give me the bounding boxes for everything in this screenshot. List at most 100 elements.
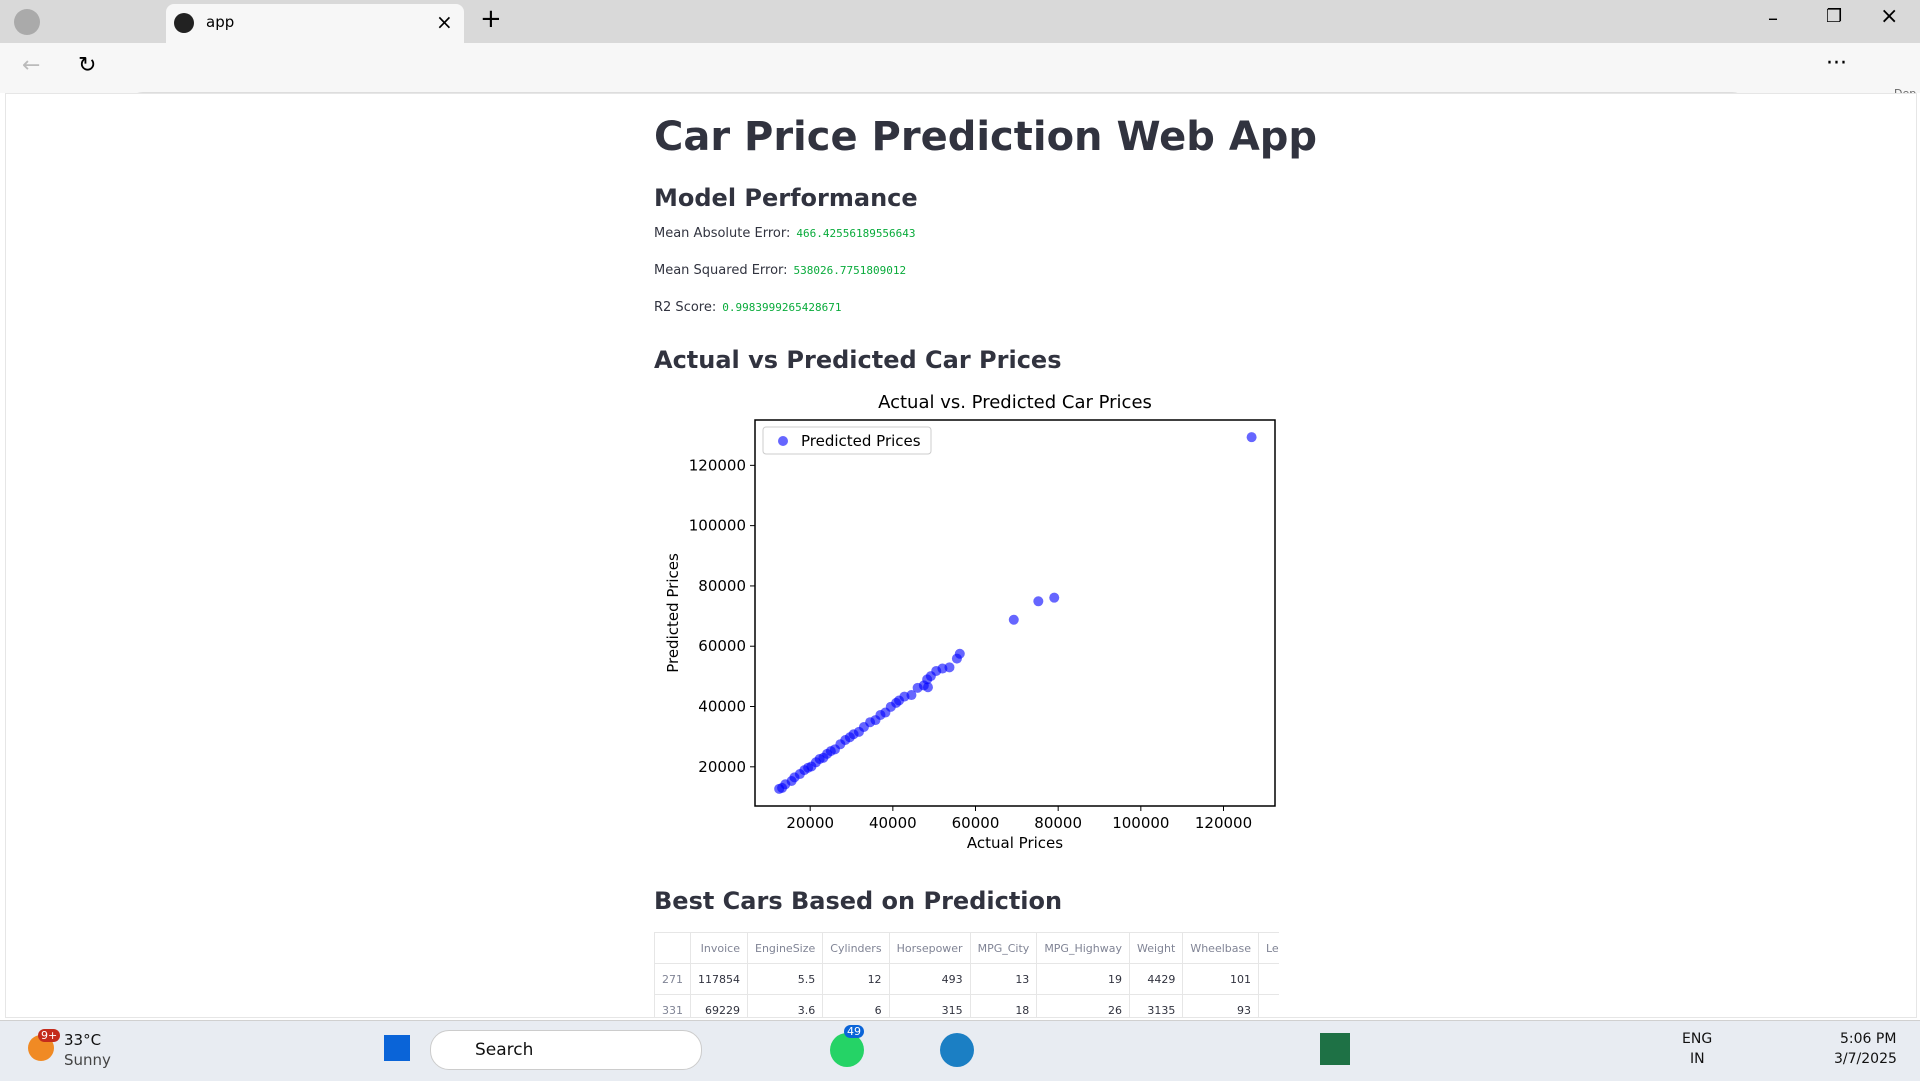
search-box[interactable]: Search xyxy=(430,1030,702,1070)
weather: Sunny xyxy=(64,1051,111,1069)
region: IN xyxy=(1690,1051,1705,1067)
index-header xyxy=(654,932,691,964)
reload[interactable]: ↻ xyxy=(78,53,97,78)
x-tick-label: 80000 xyxy=(1034,814,1082,832)
column-header: Wheelbase xyxy=(1182,932,1259,964)
row-index: 331 xyxy=(654,994,691,1017)
column-header: Invoice xyxy=(690,932,748,964)
cell: 18 xyxy=(969,994,1038,1017)
temperature: 33°C xyxy=(64,1031,102,1049)
cell: 315 xyxy=(888,994,971,1017)
cell: 3.6 xyxy=(746,994,824,1017)
point xyxy=(1033,596,1044,607)
tab-title: app xyxy=(206,13,235,31)
metric-value: 0.9983999265428671 xyxy=(722,301,842,314)
minimize[interactable]: – xyxy=(1768,6,1778,30)
clock: 5:06 PM xyxy=(1840,1031,1897,1047)
x-tick-label: 60000 xyxy=(952,814,1000,832)
column-header: EngineSize xyxy=(746,932,824,964)
point xyxy=(954,648,965,659)
cell: 12 xyxy=(822,963,890,995)
point xyxy=(1049,592,1060,603)
tab-strip: app × + – ❐ × xyxy=(0,0,1920,43)
column-header: Cylinders xyxy=(822,932,890,964)
badge: 9+ xyxy=(38,1029,61,1042)
chart: Actual vs. Predicted Car Prices 20000 4000… xyxy=(664,392,1276,852)
toolbar: ← ↻ ⓘ localhost:8501 ··· Dep xyxy=(0,43,1920,130)
lang: ENG xyxy=(1682,1031,1713,1047)
cell: 3135 xyxy=(1128,994,1184,1017)
x-tick-label: 100000 xyxy=(1112,814,1169,832)
date: 3/7/2025 xyxy=(1834,1051,1897,1067)
legend-marker xyxy=(778,436,788,446)
cell: 6 xyxy=(822,994,890,1017)
plot-frame xyxy=(754,419,1276,807)
point xyxy=(922,682,933,693)
x-tick-label: 20000 xyxy=(786,814,834,832)
new-tab[interactable]: + xyxy=(480,4,502,34)
y-axis-label: Predicted Prices xyxy=(664,553,682,673)
point xyxy=(1246,432,1257,443)
y-tick-label: 40000 xyxy=(698,698,746,716)
cell: 19 xyxy=(1036,963,1130,995)
taskbar: 9+ 33°C Sunny Search 49 ENG IN 5:06 PM 3… xyxy=(0,1020,1920,1081)
legend-label: Predicted Prices xyxy=(801,432,921,450)
y-tick-label: 60000 xyxy=(698,637,746,655)
cell: 93 xyxy=(1182,994,1259,1017)
y-tick-label: 20000 xyxy=(698,758,746,776)
column-header: Horsepower xyxy=(888,932,971,964)
cell: 4429 xyxy=(1128,963,1184,995)
legend-box xyxy=(762,426,932,455)
back[interactable]: ← xyxy=(22,53,41,78)
metric: Mean Absolute Error: 466.42556189556643 xyxy=(654,226,916,241)
cell: 69229 xyxy=(690,994,748,1017)
column-header: MPG_Highway xyxy=(1036,932,1130,964)
close-window[interactable]: × xyxy=(1880,4,1899,29)
close-tab[interactable]: × xyxy=(436,10,453,34)
page-title: Car Price Prediction Web App xyxy=(654,114,1318,160)
metric: Mean Squared Error: 538026.7751809012 xyxy=(654,263,906,278)
point xyxy=(944,662,955,673)
legend: Predicted Prices xyxy=(762,426,932,455)
cell: 101 xyxy=(1182,963,1259,995)
cell: 26 xyxy=(1036,994,1130,1017)
edge[interactable] xyxy=(940,1033,974,1067)
chart-title: Actual vs. Predicted Car Prices xyxy=(878,392,1152,413)
y-tick-label: 100000 xyxy=(689,517,746,535)
column-header: Leng xyxy=(1258,932,1279,964)
point xyxy=(906,690,917,701)
section-heading: Model Performance xyxy=(654,184,918,212)
cell: 493 xyxy=(888,963,971,995)
cell: 13 xyxy=(969,963,1038,995)
badge: 49 xyxy=(844,1025,864,1038)
column-header: Weight xyxy=(1128,932,1184,964)
point xyxy=(1008,614,1019,625)
cell: 17 xyxy=(1258,963,1279,995)
cell: 5.5 xyxy=(746,963,824,995)
section-heading: Actual vs Predicted Car Prices xyxy=(654,346,1062,374)
metric-value: 466.42556189556643 xyxy=(796,227,916,240)
excel[interactable] xyxy=(1320,1033,1350,1065)
menu[interactable]: ··· xyxy=(1826,51,1847,76)
metric-label: Mean Absolute Error: xyxy=(654,226,791,241)
data-table: Invoice EngineSize Cylinders Horsepower MPG_… xyxy=(654,932,1279,1017)
metric-value: 538026.7751809012 xyxy=(793,264,907,277)
cell: 117854 xyxy=(690,963,748,995)
x-tick-label: 120000 xyxy=(1195,814,1252,832)
restore[interactable]: ❐ xyxy=(1826,6,1843,27)
x-tick-label: 40000 xyxy=(869,814,917,832)
column-header: MPG_City xyxy=(969,932,1038,964)
start[interactable] xyxy=(384,1035,410,1061)
row-index: 271 xyxy=(654,963,691,995)
whatsapp[interactable] xyxy=(830,1033,864,1067)
tab[interactable]: app × xyxy=(166,4,464,43)
cell: 17 xyxy=(1258,994,1279,1017)
metric-label: R2 Score: xyxy=(654,300,717,315)
y-tick-label: 120000 xyxy=(689,456,746,474)
profile-icon[interactable] xyxy=(14,9,40,35)
metric-label: Mean Squared Error: xyxy=(654,263,788,278)
section-heading: Best Cars Based on Prediction xyxy=(654,887,1063,915)
search-label: Search xyxy=(475,1040,534,1060)
